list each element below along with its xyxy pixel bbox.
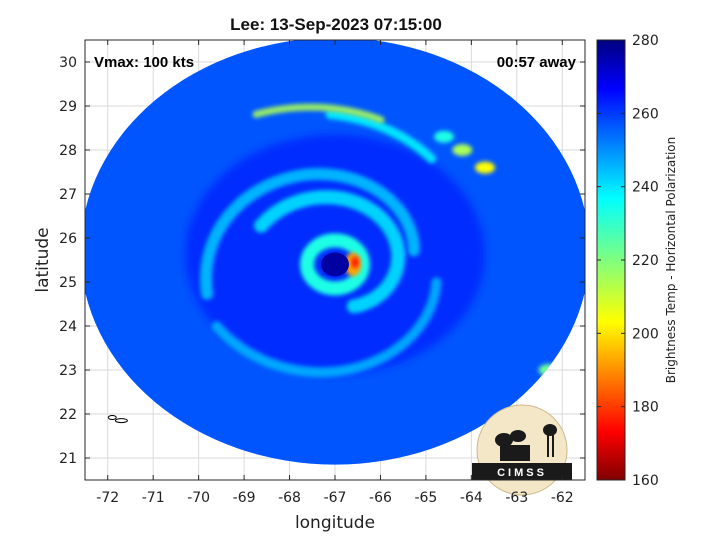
x-tick-label: -72 [96, 490, 119, 506]
colorbar: 160 180 200 220 240 260 280 Brightness Temp - … [596, 33, 678, 489]
x-tick-label: -64 [460, 490, 483, 506]
y-tick-label: 28 [59, 143, 77, 159]
convective-cell [475, 161, 495, 174]
x-tick-label: -67 [324, 490, 347, 506]
y-tick-label: 26 [59, 231, 77, 247]
satellite-dish-icon [495, 430, 530, 461]
land-outline [107, 415, 128, 424]
vmax-annotation: Vmax: 100 kts [94, 54, 194, 71]
island-outline [107, 415, 117, 421]
rainband-outer-northeast [252, 103, 385, 124]
rainband-north [199, 167, 420, 300]
x-tick-label: -62 [551, 490, 574, 506]
colorbar-label: Brightness Temp - Horizontal Polarizatio… [664, 137, 678, 384]
water-tower-icon [543, 424, 557, 457]
x-tick-label: -68 [278, 490, 301, 506]
rainband-south [211, 277, 442, 378]
y-axis-ticks: 21 22 23 24 25 26 27 28 29 30 [59, 55, 585, 467]
time-away-annotation: 00:57 away [497, 54, 577, 71]
brightness-temp-swath [85, 40, 585, 465]
colorbar-tick-label: 200 [632, 326, 659, 342]
x-axis-ticks: -72 -71 -70 -69 -68 -67 -66 -65 -64 -63 -62 [96, 40, 574, 506]
colorbar-tick-label: 160 [632, 473, 659, 489]
colorbar-tick-label: 240 [632, 180, 659, 196]
colorbar-tick-label: 180 [632, 400, 659, 416]
x-axis-label: longitude [295, 513, 375, 533]
y-tick-label: 27 [59, 187, 77, 203]
cimss-logo-banner [472, 463, 572, 480]
y-tick-label: 23 [59, 363, 77, 379]
x-tick-label: -65 [414, 490, 437, 506]
y-axis-label: latitude [33, 227, 53, 292]
convective-cell [452, 144, 473, 156]
y-tick-label: 24 [59, 319, 77, 335]
rainband-features [185, 103, 559, 378]
island-outline [114, 418, 128, 424]
colorbar-tick-label: 220 [632, 253, 659, 269]
x-tick-label: -69 [233, 490, 256, 506]
cimss-logo: CIMSS [472, 404, 572, 496]
x-tick-label: -66 [369, 490, 392, 506]
chart-title: Lee: 13-Sep-2023 07:15:00 [230, 15, 442, 34]
y-tick-label: 30 [59, 55, 77, 71]
y-tick-label: 25 [59, 275, 77, 291]
eyewall-core [351, 256, 359, 269]
cimss-logo-text: CIMSS [497, 467, 547, 479]
rainband-outer-east [325, 110, 436, 164]
colorbar-gradient [596, 39, 626, 481]
convective-cell [434, 130, 455, 143]
colorbar-tick-label: 260 [632, 106, 659, 122]
eyewall [300, 233, 370, 296]
x-tick-label: -63 [505, 490, 528, 506]
colorbar-tick-label: 280 [632, 33, 659, 49]
y-tick-label: 22 [59, 407, 77, 423]
y-tick-label: 29 [59, 99, 77, 115]
rainband-inner [254, 190, 406, 314]
x-tick-label: -71 [142, 490, 165, 506]
y-tick-label: 21 [59, 451, 77, 467]
colorbar-ticks: 160 180 200 220 240 260 280 [597, 33, 659, 489]
storm-eye [321, 252, 349, 277]
x-tick-label: -70 [187, 490, 210, 506]
